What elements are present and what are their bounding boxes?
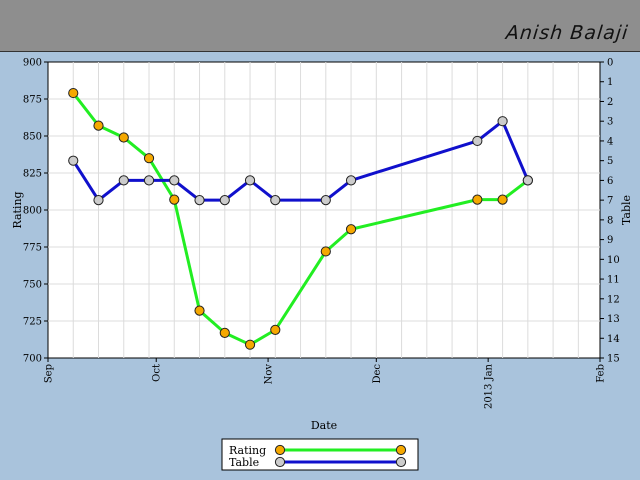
legend-marker-table [395,456,407,468]
y-tick-label: 850 [23,132,42,143]
rating-point [320,246,331,257]
rating-point [68,87,79,99]
table-point [320,195,331,206]
rating-point [169,194,180,205]
legend-box [221,438,419,471]
rating-point [244,339,256,350]
y-tick-label: 750 [23,280,42,291]
y2-tick-label: 1 [607,77,613,88]
y-tick-label: 825 [23,169,42,180]
y-tick-label: 700 [23,354,42,365]
y-tick-label: 800 [23,206,42,217]
y2-tick-label: 7 [607,196,613,207]
table-point [472,135,483,147]
x-tick-label: Dec [372,364,383,384]
header-bar: Anish Balaji [0,0,640,52]
series [68,87,533,350]
rating-point [270,324,281,335]
y2-tick-label: 8 [607,215,613,226]
y2-tick-label: 9 [607,235,613,246]
y2-tick-label: 14 [607,334,620,345]
y2-tick-label: 10 [607,255,620,266]
rating-point [194,305,205,316]
table-point [68,155,79,166]
table-point [219,195,230,206]
table-point [244,175,256,186]
y-tick-label: 725 [23,317,42,328]
y2-tick-label: 4 [607,136,613,147]
table-point [118,175,129,186]
y2-tick-label: 13 [607,314,620,325]
y2-tick-label: 2 [607,97,613,108]
table-point [345,175,357,186]
x-tick-label: 2013 Jan [484,363,495,409]
legend-marker-rating [274,444,286,456]
rating-series-line [72,92,529,347]
y2-tick-label: 12 [607,294,620,305]
x-tick-label: Sep [44,364,55,383]
y-tick-label: 875 [23,95,42,106]
legend-marker-rating [395,444,407,456]
table-point [194,195,205,206]
table-point [522,175,533,186]
rating-point [497,194,508,205]
y2-tick-label: 11 [607,275,620,286]
y2-tick-label: 6 [607,176,613,187]
legend-label-rating: Rating [229,444,266,457]
y-tick-label: 775 [23,243,42,254]
rating-point [345,224,357,235]
table-point [497,116,508,127]
y2-tick-label: 15 [607,354,620,365]
y2-axis-title: Table [620,195,633,225]
rating-point [143,153,155,164]
x-axis-title: Date [311,419,337,432]
rating-point [472,194,483,205]
y2-tick-label: 3 [607,117,613,128]
y-tick-label: 900 [23,58,42,69]
x-tick-label: Oct [152,364,163,382]
table-point [93,195,104,206]
rating-point [118,132,129,143]
legend-marker-table [274,456,286,468]
legend-label-table: Table [229,456,259,469]
x-tick-label: Nov [264,364,275,385]
table-point [169,175,180,186]
y2-tick-label: 5 [607,156,613,167]
rating-point [93,120,104,131]
y2-tick-label: 0 [607,58,613,69]
y-axis-title: Rating [11,191,24,228]
table-point [270,195,281,206]
table-point [143,175,155,186]
rating-point [219,327,230,338]
x-tick-label: Feb [596,364,607,383]
